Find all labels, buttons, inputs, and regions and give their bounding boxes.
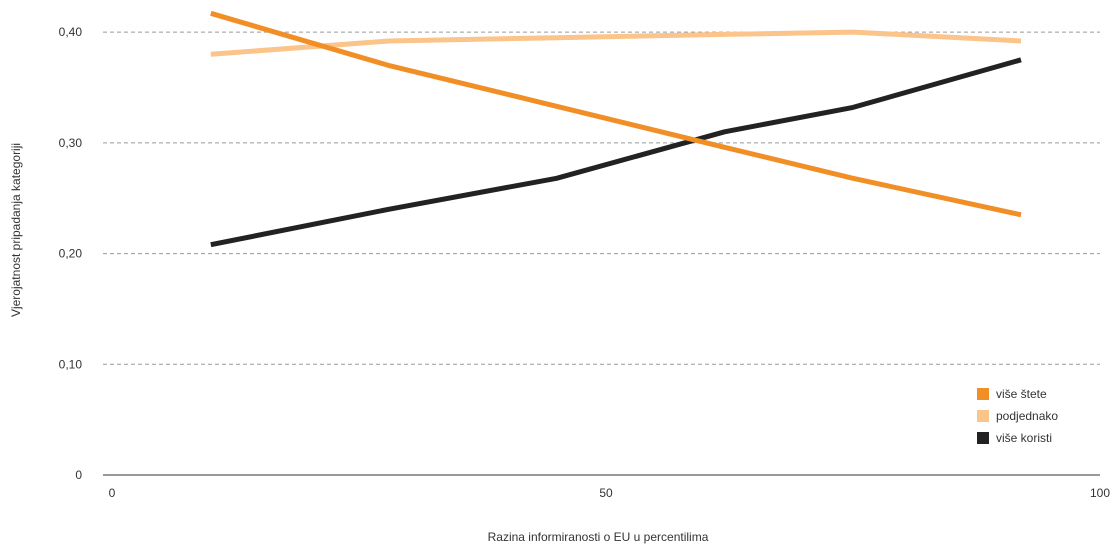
y-tick-label: 0	[75, 468, 82, 482]
series-lines	[210, 10, 1022, 248]
legend-swatch	[977, 432, 989, 444]
series-line-2	[210, 57, 1022, 248]
x-tick-labels: 0 50 100	[109, 486, 1111, 500]
y-tick-label: 0,40	[59, 25, 83, 39]
legend-label: više koristi	[996, 431, 1052, 445]
series-line-0	[210, 10, 1022, 218]
legend-swatch	[977, 410, 989, 422]
legend-swatch	[977, 388, 989, 400]
gridlines	[103, 31, 1100, 365]
legend: više štete podjednako više koristi	[977, 387, 1058, 445]
x-tick-label: 50	[599, 486, 613, 500]
legend-label: više štete	[996, 387, 1047, 401]
y-tick-labels: 0 0,10 0,20 0,30 0,40	[59, 25, 83, 482]
y-tick-label: 0,20	[59, 247, 83, 261]
series-line-1	[210, 29, 1022, 57]
x-tick-label: 0	[109, 486, 116, 500]
y-axis-title: Vjerojatnost pripadanja kategoriji	[9, 143, 23, 317]
legend-label: podjednako	[996, 409, 1058, 423]
x-tick-label: 100	[1090, 486, 1110, 500]
x-axis-title: Razina informiranosti o EU u percentilim…	[488, 530, 709, 544]
y-tick-label: 0,30	[59, 136, 83, 150]
y-tick-label: 0,10	[59, 357, 83, 371]
